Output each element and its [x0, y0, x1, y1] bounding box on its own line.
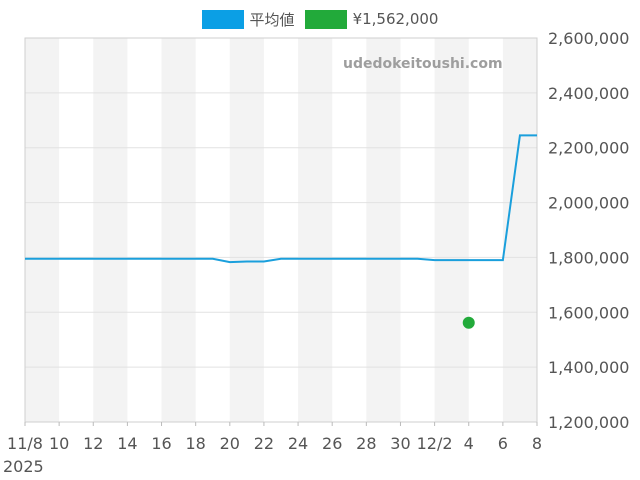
background-bands	[25, 38, 537, 422]
x-year-label: 2025	[3, 457, 44, 476]
legend-item-price[interactable]: ¥1,562,000	[304, 9, 439, 29]
x-tick-label: 12	[83, 434, 103, 453]
background-band	[434, 38, 469, 422]
y-tick-label: 2,000,000	[548, 194, 629, 213]
x-tick-label: 20	[220, 434, 240, 453]
background-band	[25, 38, 60, 422]
y-tick-label: 1,400,000	[548, 358, 629, 377]
x-tick-label: 26	[322, 434, 342, 453]
x-tick-label: 6	[498, 434, 508, 453]
legend-swatch-average	[201, 9, 244, 29]
x-axis-tick-labels: 11/8 10 12 14 16 18 20 22 24 26 28 30 12/2 4 6 8 2025	[3, 422, 542, 476]
background-band	[161, 38, 196, 422]
y-tick-label: 1,200,000	[548, 413, 629, 432]
x-tick-label: 30	[390, 434, 410, 453]
background-band	[502, 38, 537, 422]
y-tick-label: 2,200,000	[548, 139, 629, 158]
x-tick-label: 11/8	[7, 434, 43, 453]
legend: 平均値 ¥1,562,000	[0, 8, 640, 30]
x-tick-label: 18	[185, 434, 205, 453]
background-band	[229, 38, 264, 422]
plot-border	[24, 37, 538, 423]
x-tick-label: 22	[254, 434, 274, 453]
x-tick-label: 14	[117, 434, 137, 453]
y-tick-label: 2,400,000	[548, 84, 629, 103]
x-tick-label: 4	[464, 434, 474, 453]
x-tick-label: 16	[151, 434, 171, 453]
y-tick-label: 1,600,000	[548, 303, 629, 322]
y-tick-label: 2,600,000	[548, 29, 629, 48]
x-tick-label: 10	[49, 434, 69, 453]
background-band	[366, 38, 401, 422]
x-tick-label: 28	[356, 434, 376, 453]
series-layer	[25, 134, 537, 329]
background-band	[93, 38, 128, 422]
x-tick-label: 12/2	[417, 434, 453, 453]
legend-label-price: ¥1,562,000	[352, 10, 439, 28]
series-point-price	[462, 316, 475, 329]
plot-frame	[24, 37, 538, 423]
series-line-average	[25, 134, 537, 264]
x-tick-label: 24	[288, 434, 308, 453]
background-band	[298, 38, 333, 422]
x-tick-label: 8	[532, 434, 542, 453]
legend-label-average: 平均値	[249, 10, 295, 29]
y-tick-label: 1,800,000	[548, 248, 629, 267]
watermark: udedokeitoushi.com	[343, 56, 503, 72]
y-axis-tick-labels: 1,200,000 1,400,000 1,600,000 1,800,000 2,00…	[548, 29, 629, 432]
legend-item-average[interactable]: 平均値	[201, 9, 295, 30]
legend-swatch-price	[304, 9, 347, 29]
